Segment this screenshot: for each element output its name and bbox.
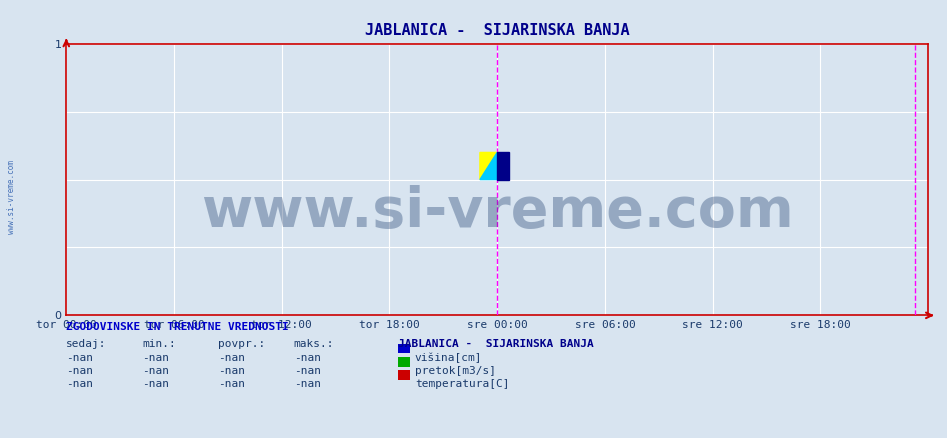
Text: maks.:: maks.: xyxy=(294,339,334,350)
Text: pretok[m3/s]: pretok[m3/s] xyxy=(415,366,496,376)
Text: min.:: min.: xyxy=(142,339,176,350)
Text: -nan: -nan xyxy=(294,366,321,376)
Text: povpr.:: povpr.: xyxy=(218,339,265,350)
Text: -nan: -nan xyxy=(142,366,170,376)
Text: -nan: -nan xyxy=(218,366,245,376)
Text: ZGODOVINSKE IN TRENUTNE VREDNOSTI: ZGODOVINSKE IN TRENUTNE VREDNOSTI xyxy=(66,322,289,332)
Text: -nan: -nan xyxy=(66,366,94,376)
Polygon shape xyxy=(480,152,497,180)
Text: temperatura[C]: temperatura[C] xyxy=(415,379,509,389)
Polygon shape xyxy=(480,152,497,180)
Text: -nan: -nan xyxy=(294,353,321,363)
Text: sedaj:: sedaj: xyxy=(66,339,107,350)
Text: -nan: -nan xyxy=(218,379,245,389)
Text: JABLANICA -  SIJARINSKA BANJA: JABLANICA - SIJARINSKA BANJA xyxy=(398,339,594,350)
Title: JABLANICA -  SIJARINSKA BANJA: JABLANICA - SIJARINSKA BANJA xyxy=(365,24,630,39)
Polygon shape xyxy=(497,152,509,180)
Text: -nan: -nan xyxy=(142,379,170,389)
Text: www.si-vreme.com: www.si-vreme.com xyxy=(7,160,16,234)
Text: -nan: -nan xyxy=(142,353,170,363)
Text: višina[cm]: višina[cm] xyxy=(415,353,482,363)
Text: www.si-vreme.com: www.si-vreme.com xyxy=(201,185,794,239)
Text: -nan: -nan xyxy=(218,353,245,363)
Text: -nan: -nan xyxy=(66,353,94,363)
Text: -nan: -nan xyxy=(294,379,321,389)
Text: -nan: -nan xyxy=(66,379,94,389)
